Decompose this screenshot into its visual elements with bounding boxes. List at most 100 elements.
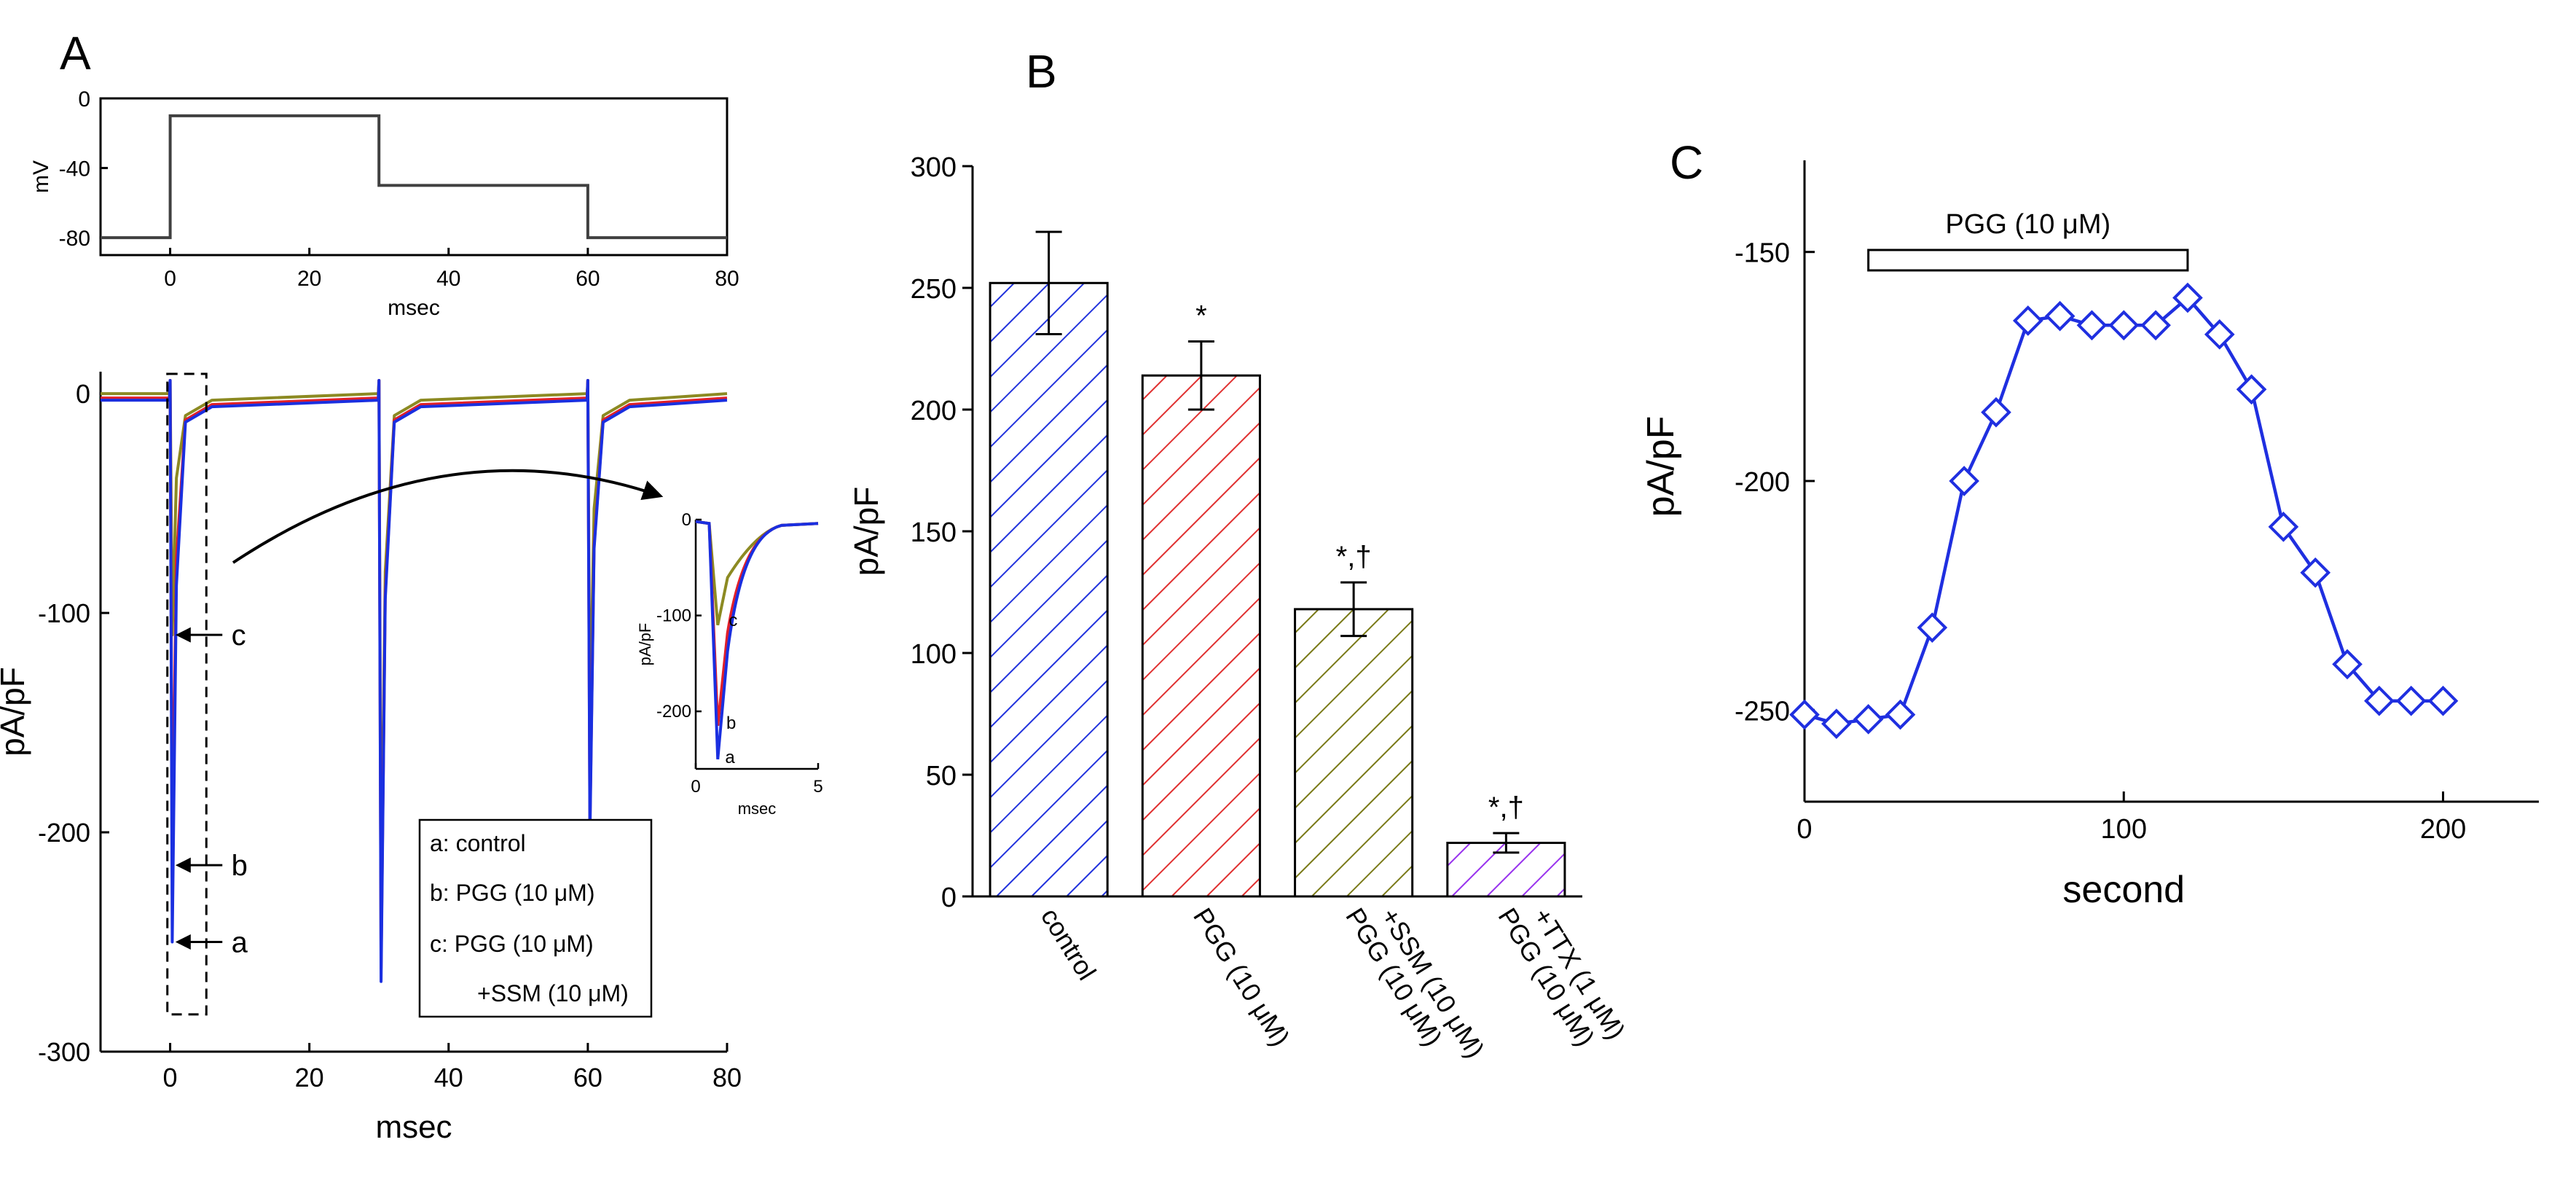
- annotation-label: a: [232, 927, 248, 959]
- data-point: [1789, 699, 1820, 730]
- x-tick-label: 80: [712, 1063, 742, 1092]
- data-point: [1821, 708, 1852, 739]
- inset-x-tick-label: 0: [691, 777, 700, 797]
- data-point: [2236, 374, 2267, 405]
- x-tick-label: 200: [2420, 814, 2466, 845]
- inset-y-tick-label: 0: [682, 510, 691, 530]
- y-tick-label: 50: [926, 761, 957, 791]
- inset-label: b: [726, 713, 736, 733]
- data-point: [1917, 612, 1948, 643]
- x-tick-label: 100: [2101, 814, 2147, 845]
- y-axis-label: pA/pF: [1640, 416, 1682, 517]
- data-point: [1949, 466, 1979, 496]
- current-trace: [101, 379, 728, 983]
- legend-entry-continuation: +SSM (10 μM): [477, 980, 629, 1006]
- x-tick-label: 0: [163, 1063, 178, 1092]
- significance-label: *,†: [1336, 541, 1372, 573]
- inset-label: c: [729, 611, 737, 630]
- x-tick-label: 60: [573, 1063, 602, 1092]
- data-point: [2427, 685, 2459, 716]
- x-tick-label: 80: [715, 267, 739, 291]
- y-axis-label: pA/pF: [847, 487, 885, 576]
- y-axis-label: mV: [29, 160, 53, 193]
- data-point: [1885, 699, 1916, 730]
- treatment-label: PGG (10 μM): [1945, 209, 2110, 240]
- data-point: [2172, 282, 2203, 313]
- y-tick-label: -40: [59, 157, 90, 181]
- legend-entry: a: control: [430, 830, 526, 856]
- inset-y-tick-label: -200: [656, 702, 691, 722]
- time-course-plot: 0 100 200 -150 -200 -250 second pA/pF PGG (10 μM…: [1640, 160, 2539, 911]
- annotation-label: b: [232, 850, 248, 882]
- x-tick-label: 0: [164, 267, 176, 291]
- legend: a: control b: PGG (10 μM) c: PGG (10 μM) +S…: [418, 818, 653, 1018]
- panel-letter-b: B: [1026, 45, 1057, 98]
- x-tick-label: 20: [295, 1063, 324, 1092]
- legend-box: [418, 818, 653, 1018]
- significance-label: *: [1195, 300, 1207, 332]
- inset-y-axis-label: pA/pF: [636, 623, 654, 666]
- protocol-plot: 0 20 40 60 80 0 -40 -80 msec mV: [29, 87, 739, 320]
- panel-letter-a: A: [60, 27, 91, 79]
- inset-x-tick-label: 5: [813, 777, 822, 797]
- zoom-box: [166, 372, 208, 1016]
- data-point: [2395, 685, 2427, 716]
- bar-chart: 0 50 100 150 200 250 300 pA/pF control * PGG (10 μ…: [847, 152, 1631, 1063]
- inset-plot: 0 5 0 -100 -200 msec pA/pF c ba: [636, 510, 823, 818]
- annotation-label: c: [232, 619, 246, 652]
- significance-label: *,†: [1488, 791, 1524, 824]
- x-tick-label: PGG (10 μM): [1187, 903, 1296, 1052]
- y-tick-label: 0: [941, 883, 957, 913]
- x-tick-label: 40: [436, 267, 460, 291]
- data-point: [1853, 704, 1884, 735]
- protocol-trace: [101, 114, 727, 240]
- data-point: [2204, 319, 2235, 350]
- inset-arrow: [232, 469, 664, 564]
- y-tick-label: 0: [76, 379, 90, 409]
- inset-trace: [695, 520, 819, 760]
- data-point: [2108, 310, 2140, 341]
- y-tick-label: -200: [38, 818, 90, 848]
- y-tick-label: -100: [38, 598, 90, 628]
- y-tick-label: 200: [911, 396, 957, 426]
- y-tick-label: 150: [911, 517, 957, 548]
- y-tick-label: 250: [911, 274, 957, 305]
- x-tick-label: 40: [434, 1063, 463, 1092]
- inset-y-tick-label: -100: [656, 606, 691, 626]
- panel-letter-c: C: [1670, 136, 1703, 189]
- x-tick-label: control: [1035, 903, 1102, 985]
- x-tick-label: 20: [297, 267, 321, 291]
- inset-label: a: [725, 748, 735, 767]
- x-axis-label: msec: [388, 296, 440, 320]
- y-tick-label: 100: [911, 639, 957, 670]
- inset-x-axis-label: msec: [738, 799, 777, 818]
- data-point: [1981, 396, 2011, 428]
- data-point: [2140, 310, 2171, 341]
- data-point: [2076, 310, 2108, 341]
- y-tick-label: -250: [1735, 696, 1790, 727]
- bar: [989, 281, 1109, 898]
- y-tick-label: 300: [911, 152, 957, 183]
- y-tick-label: -150: [1735, 238, 1790, 269]
- data-point: [2012, 305, 2043, 336]
- legend-entry: b: PGG (10 μM): [430, 880, 594, 906]
- y-axis-label: pA/pF: [0, 667, 31, 756]
- y-tick-label: -300: [38, 1037, 90, 1067]
- data-point: [2268, 512, 2299, 542]
- y-tick-label: 0: [78, 87, 90, 112]
- plot-frame: [99, 97, 729, 257]
- bar: [1141, 374, 1261, 898]
- data-point: [2300, 557, 2331, 588]
- x-tick-label: 0: [1796, 814, 1812, 845]
- x-axis-label: second: [2062, 869, 2185, 911]
- x-tick-label: 60: [576, 267, 600, 291]
- data-point: [2332, 649, 2363, 680]
- y-tick-label: -80: [59, 227, 90, 251]
- legend-entry: c: PGG (10 μM): [430, 931, 594, 957]
- x-axis-label: msec: [375, 1109, 452, 1145]
- treatment-bar: [1867, 249, 2189, 272]
- data-point: [2364, 685, 2395, 716]
- data-point: [2044, 300, 2076, 332]
